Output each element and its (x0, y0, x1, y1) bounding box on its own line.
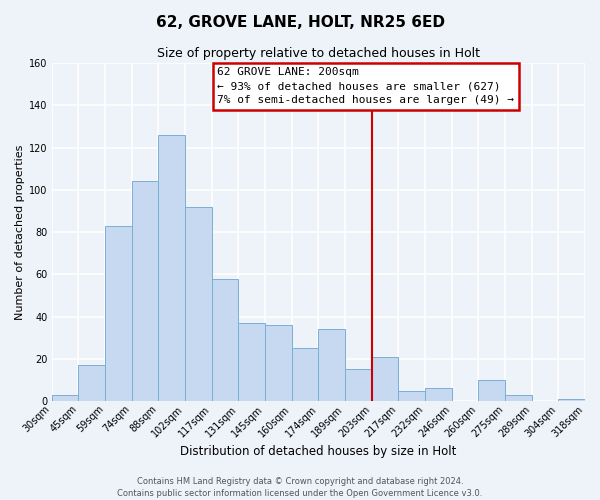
Bar (345, 370, 372, 401)
Bar (478, 380, 505, 401)
X-axis label: Distribution of detached houses by size in Holt: Distribution of detached houses by size … (180, 444, 457, 458)
Bar (559, 399, 585, 401)
Bar (505, 395, 532, 401)
Bar (185, 207, 212, 401)
Title: Size of property relative to detached houses in Holt: Size of property relative to detached ho… (157, 48, 480, 60)
Bar (52, 395, 79, 401)
Bar (158, 135, 185, 401)
Bar (132, 182, 158, 401)
Bar (372, 357, 398, 401)
Bar (425, 388, 452, 401)
Bar (105, 226, 132, 401)
Bar (212, 278, 238, 401)
Bar (265, 325, 292, 401)
Bar (398, 390, 425, 401)
Bar (319, 330, 345, 401)
Bar (238, 323, 265, 401)
Text: 62, GROVE LANE, HOLT, NR25 6ED: 62, GROVE LANE, HOLT, NR25 6ED (155, 15, 445, 30)
Y-axis label: Number of detached properties: Number of detached properties (15, 144, 25, 320)
Bar (79, 365, 105, 401)
Bar (292, 348, 319, 401)
Text: Contains HM Land Registry data © Crown copyright and database right 2024.
Contai: Contains HM Land Registry data © Crown c… (118, 476, 482, 498)
Text: 62 GROVE LANE: 200sqm
← 93% of detached houses are smaller (627)
7% of semi-deta: 62 GROVE LANE: 200sqm ← 93% of detached … (217, 68, 514, 106)
